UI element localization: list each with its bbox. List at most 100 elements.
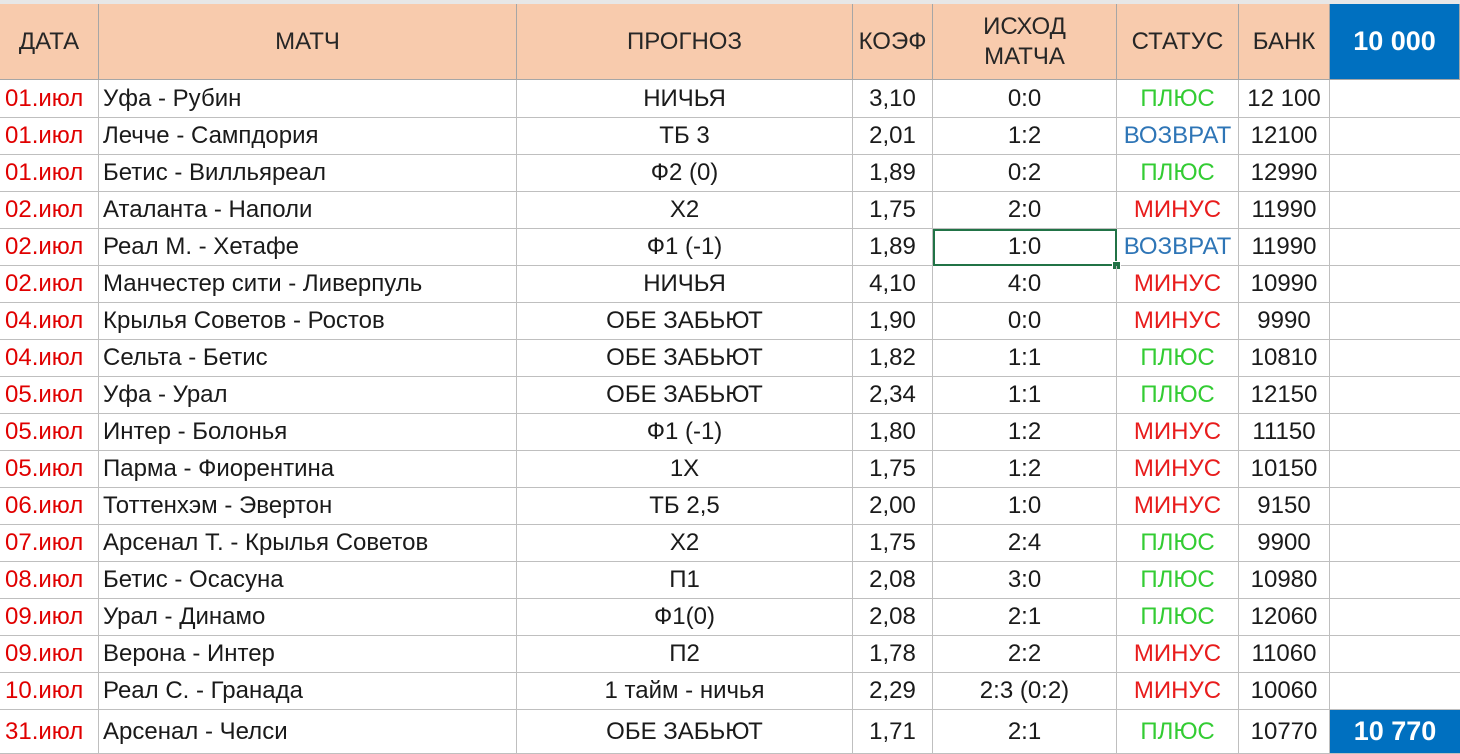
cell-forecast[interactable]: ТБ 3 [517,118,853,155]
cell-date[interactable]: 05.июл [0,451,99,488]
empty-cell[interactable] [1330,118,1460,155]
cell-result[interactable]: 4:0 [933,266,1117,303]
cell-match[interactable]: Тоттенхэм - Эвертон [99,488,517,525]
cell-bank[interactable]: 10770 [1239,710,1330,754]
cell-bank[interactable]: 11990 [1239,229,1330,266]
cell-match[interactable]: Манчестер сити - Ливерпуль [99,266,517,303]
cell-match[interactable]: Урал - Динамо [99,599,517,636]
header-match[interactable]: МАТЧ [99,4,517,80]
cell-date[interactable]: 07.июл [0,525,99,562]
empty-cell[interactable] [1330,340,1460,377]
cell-status[interactable]: ВОЗВРАТ [1117,118,1239,155]
empty-cell[interactable] [1330,192,1460,229]
cell-status[interactable]: МИНУС [1117,414,1239,451]
cell-result[interactable]: 1:2 [933,414,1117,451]
cell-forecast[interactable]: Ф1 (-1) [517,229,853,266]
cell-forecast[interactable]: П1 [517,562,853,599]
header-date[interactable]: ДАТА [0,4,99,80]
empty-cell[interactable] [1330,488,1460,525]
cell-match[interactable]: Лечче - Сампдория [99,118,517,155]
cell-result[interactable]: 1:1 [933,340,1117,377]
cell-match[interactable]: Бетис - Вилльяреал [99,155,517,192]
cell-coef[interactable]: 2,00 [853,488,933,525]
cell-result[interactable]: 0:2 [933,155,1117,192]
cell-date[interactable]: 05.июл [0,377,99,414]
cell-coef[interactable]: 2,01 [853,118,933,155]
cell-match[interactable]: Уфа - Рубин [99,80,517,118]
cell-result[interactable]: 3:0 [933,562,1117,599]
cell-coef[interactable]: 1,75 [853,451,933,488]
cell-forecast[interactable]: Х2 [517,192,853,229]
cell-coef[interactable]: 1,80 [853,414,933,451]
cell-status[interactable]: МИНУС [1117,488,1239,525]
cell-match[interactable]: Интер - Болонья [99,414,517,451]
cell-match[interactable]: Верона - Интер [99,636,517,673]
cell-date[interactable]: 04.июл [0,340,99,377]
cell-coef[interactable]: 2,29 [853,673,933,710]
cell-bank[interactable]: 12100 [1239,118,1330,155]
cell-status[interactable]: ПЛЮС [1117,155,1239,192]
cell-bank[interactable]: 11060 [1239,636,1330,673]
cell-coef[interactable]: 1,78 [853,636,933,673]
cell-match[interactable]: Реал М. - Хетафе [99,229,517,266]
cell-date[interactable]: 02.июл [0,266,99,303]
cell-forecast[interactable]: 1 тайм - ничья [517,673,853,710]
cell-forecast[interactable]: ТБ 2,5 [517,488,853,525]
cell-status[interactable]: МИНУС [1117,451,1239,488]
cell-result-selected[interactable]: 1:0 [933,229,1117,266]
cell-forecast[interactable]: Х2 [517,525,853,562]
cell-match[interactable]: Крылья Советов - Ростов [99,303,517,340]
empty-cell[interactable] [1330,636,1460,673]
empty-cell[interactable] [1330,266,1460,303]
cell-bank[interactable]: 9900 [1239,525,1330,562]
cell-forecast[interactable]: Ф2 (0) [517,155,853,192]
cell-forecast[interactable]: Ф1 (-1) [517,414,853,451]
cell-bank[interactable]: 12990 [1239,155,1330,192]
cell-coef[interactable]: 1,71 [853,710,933,754]
cell-coef[interactable]: 1,90 [853,303,933,340]
cell-result[interactable]: 2:3 (0:2) [933,673,1117,710]
cell-date[interactable]: 06.июл [0,488,99,525]
cell-status[interactable]: МИНУС [1117,266,1239,303]
cell-match[interactable]: Бетис - Осасуна [99,562,517,599]
empty-cell[interactable] [1330,562,1460,599]
cell-date[interactable]: 02.июл [0,192,99,229]
cell-status[interactable]: ПЛЮС [1117,80,1239,118]
cell-date[interactable]: 09.июл [0,636,99,673]
empty-cell[interactable] [1330,303,1460,340]
cell-result[interactable]: 2:1 [933,599,1117,636]
cell-date[interactable]: 04.июл [0,303,99,340]
cell-result[interactable]: 2:1 [933,710,1117,754]
cell-bank[interactable]: 9150 [1239,488,1330,525]
cell-forecast[interactable]: 1Х [517,451,853,488]
cell-coef[interactable]: 1,89 [853,155,933,192]
cell-status[interactable]: МИНУС [1117,673,1239,710]
cell-coef[interactable]: 1,75 [853,192,933,229]
cell-bank[interactable]: 11990 [1239,192,1330,229]
cell-match[interactable]: Уфа - Урал [99,377,517,414]
cell-result[interactable]: 1:0 [933,488,1117,525]
cell-match[interactable]: Реал С. - Гранада [99,673,517,710]
cell-bank[interactable]: 12 100 [1239,80,1330,118]
cell-coef[interactable]: 1,89 [853,229,933,266]
cell-bank[interactable]: 10810 [1239,340,1330,377]
cell-status[interactable]: ПЛЮС [1117,525,1239,562]
cell-date[interactable]: 09.июл [0,599,99,636]
cell-result[interactable]: 1:2 [933,118,1117,155]
cell-coef[interactable]: 2,08 [853,562,933,599]
cell-forecast[interactable]: ОБЕ ЗАБЬЮТ [517,710,853,754]
cell-date[interactable]: 02.июл [0,229,99,266]
empty-cell[interactable] [1330,377,1460,414]
cell-status[interactable]: МИНУС [1117,303,1239,340]
empty-cell[interactable] [1330,229,1460,266]
cell-bank[interactable]: 12060 [1239,599,1330,636]
cell-bank[interactable]: 10990 [1239,266,1330,303]
start-bank-cell[interactable]: 10 000 [1330,4,1460,80]
cell-result[interactable]: 2:2 [933,636,1117,673]
cell-bank[interactable]: 11150 [1239,414,1330,451]
cell-forecast[interactable]: НИЧЬЯ [517,80,853,118]
header-status[interactable]: СТАТУС [1117,4,1239,80]
empty-cell[interactable] [1330,414,1460,451]
cell-forecast[interactable]: ОБЕ ЗАБЬЮТ [517,340,853,377]
header-bank[interactable]: БАНК [1239,4,1330,80]
